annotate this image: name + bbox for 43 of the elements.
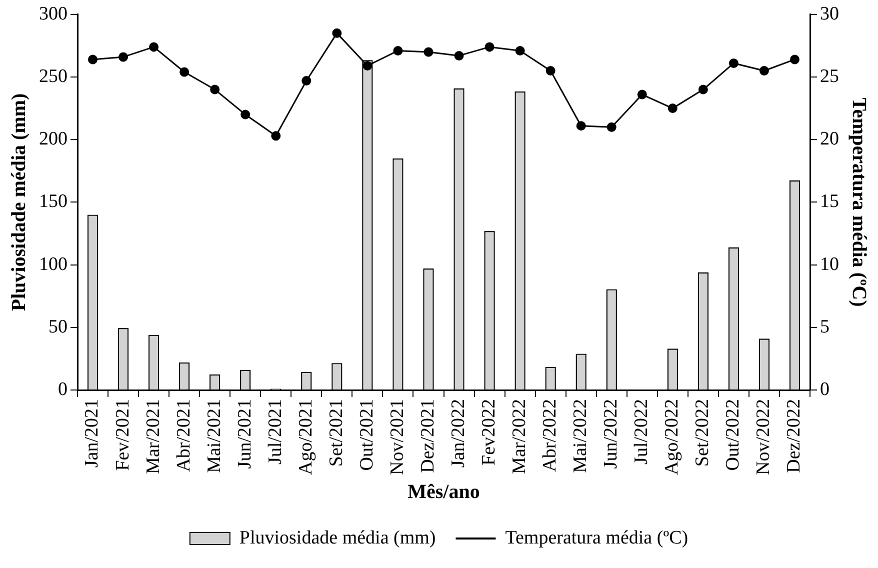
y-tick-label: 150 xyxy=(39,191,68,212)
y-tick-label: 0 xyxy=(58,378,68,400)
y-tick-label: 300 xyxy=(39,3,68,24)
x-tick-label: Mai/2022 xyxy=(570,399,592,473)
x-tick-label: Nov/2022 xyxy=(753,399,774,475)
x-tick-label: Out/2022 xyxy=(722,399,744,471)
x-tick-label: Out/2021 xyxy=(356,399,378,471)
y2-tick-label: 15 xyxy=(820,191,839,212)
x-tick-label: Ago/2022 xyxy=(662,399,683,475)
x-tick-label: Abr/2021 xyxy=(173,399,194,472)
y2-tick-label: 30 xyxy=(820,3,839,24)
x-tick-label: Dez/2022 xyxy=(784,399,805,473)
y2-tick-label: 25 xyxy=(820,66,839,87)
y-tick-label: 50 xyxy=(48,316,68,338)
x-tick-label: Jun/2022 xyxy=(600,399,622,469)
y-tick-label: 250 xyxy=(39,66,68,87)
x-tick-label: Set/2021 xyxy=(326,399,347,467)
x-tick-label: Set/2022 xyxy=(692,399,714,467)
x-tick-label: Jan/2022 xyxy=(448,399,469,468)
x-tick-label: Mar/2021 xyxy=(142,399,164,474)
y2-axis-title: Temperatura média (ºC) xyxy=(848,98,870,307)
x-tick-label: Jul/2021 xyxy=(264,399,286,464)
x-tick-label: Dez/2021 xyxy=(417,399,438,473)
y2-tick-label: 5 xyxy=(820,316,830,338)
y2-tick-label: 20 xyxy=(820,128,839,150)
x-tick-label: Fev2022 xyxy=(478,399,500,466)
y-tick-label: 100 xyxy=(39,254,68,275)
legend-label: Temperatura média (ºC) xyxy=(505,527,688,548)
x-tick-label: Mar/2022 xyxy=(509,399,530,474)
x-tick-label: Mai/2021 xyxy=(204,399,225,473)
x-axis-title: Mês/ano xyxy=(408,481,480,504)
x-tick-label: Nov/2021 xyxy=(386,399,408,475)
legend-label: Pluviosidade média (mm) xyxy=(239,527,436,548)
y-axis-title: Pluviosidade média (mm) xyxy=(8,93,30,312)
y2-tick-label: 0 xyxy=(820,378,830,400)
x-tick-label: Jun/2021 xyxy=(234,399,256,469)
x-tick-label: Jan/2021 xyxy=(82,399,103,468)
x-tick-label: Abr/2022 xyxy=(540,399,561,472)
y2-tick-label: 10 xyxy=(820,254,839,275)
x-tick-label: Fev/2021 xyxy=(112,399,134,471)
x-tick-label: Ago/2021 xyxy=(295,399,316,475)
y-tick-label: 200 xyxy=(39,128,68,150)
x-tick-label: Jul/2022 xyxy=(631,399,652,464)
